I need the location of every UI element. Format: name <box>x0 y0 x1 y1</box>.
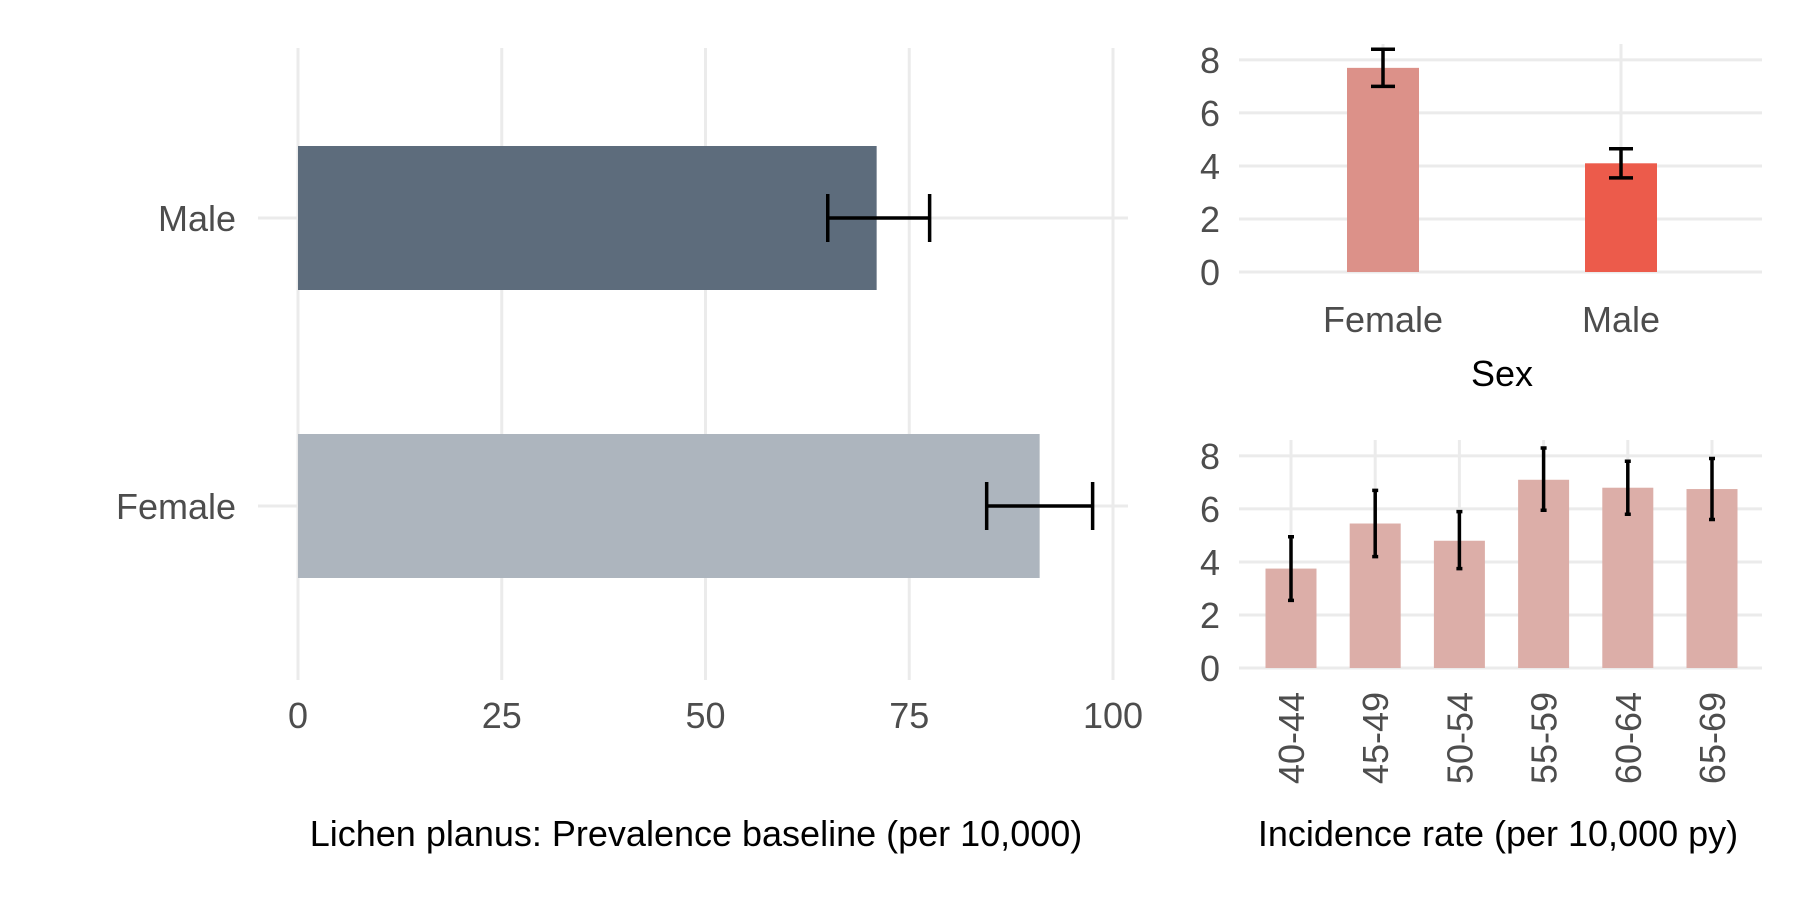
prevalence-x-tick-label: 0 <box>288 695 308 736</box>
sex-error-bar-female <box>1371 47 1395 89</box>
prevalence-bar-female <box>298 434 1040 578</box>
age-y-tick-label: 8 <box>1200 436 1220 477</box>
sex-bar-male <box>1585 163 1657 272</box>
prevalence-y-tick-label: Female <box>116 486 236 527</box>
sex-y-tick-label: 4 <box>1200 146 1220 187</box>
sex-y-tick-label: 0 <box>1200 252 1220 293</box>
prevalence-x-axis-title: Lichen planus: Prevalence baseline (per … <box>310 813 1083 854</box>
sex-error-bars <box>1371 47 1633 180</box>
prevalence-x-tick-label: 100 <box>1083 695 1143 736</box>
prevalence-chart: 0 25 50 75 100 Male Female Lichen planus: Pre… <box>116 48 1143 854</box>
sex-y-tick-label: 8 <box>1200 40 1220 81</box>
prevalence-x-tick-label: 75 <box>889 695 929 736</box>
sex-x-axis-title: Sex <box>1471 353 1533 394</box>
sex-x-tick-label: Male <box>1582 299 1660 340</box>
sex-bar-female <box>1347 67 1419 272</box>
age-y-tick-label: 2 <box>1200 595 1220 636</box>
age-bar-60-64 <box>1602 487 1654 668</box>
sex-bars <box>1347 67 1657 272</box>
prevalence-gridlines <box>258 48 1128 680</box>
age-error-bars <box>1288 446 1715 603</box>
age-x-tick-label: 50-54 <box>1439 692 1480 784</box>
prevalence-x-tick-label: 50 <box>685 695 725 736</box>
prevalence-error-bars <box>826 194 1095 530</box>
age-error-bar-50-54 <box>1456 509 1463 571</box>
age-x-tick-label: 60-64 <box>1608 692 1649 784</box>
prevalence-y-tick-label: Male <box>158 198 236 239</box>
sex-y-tick-label: 2 <box>1200 199 1220 240</box>
age-error-bar-55-59 <box>1540 446 1547 513</box>
prevalence-error-bar-female <box>984 482 1095 530</box>
age-x-axis-title: Incidence rate (per 10,000 py) <box>1258 813 1738 854</box>
age-x-tick-label: 65-69 <box>1692 692 1733 784</box>
incidence-by-sex-chart: Female Male 0 2 4 6 8 Sex <box>1200 40 1762 394</box>
age-y-tick-label: 6 <box>1200 489 1220 530</box>
sex-y-tick-labels: 0 2 4 6 8 <box>1200 40 1220 293</box>
age-error-bar-60-64 <box>1624 459 1631 516</box>
prevalence-x-tick-labels: 0 25 50 75 100 <box>288 695 1143 736</box>
age-error-bar-40-44 <box>1288 535 1294 603</box>
sex-x-tick-labels: Female Male <box>1323 299 1660 340</box>
age-error-bar-65-69 <box>1709 456 1715 522</box>
age-x-tick-labels: 40-44 45-49 50-54 55-59 60-64 65-69 <box>1271 692 1733 784</box>
prevalence-bars <box>298 146 1040 578</box>
sex-x-tick-label: Female <box>1323 299 1443 340</box>
prevalence-error-bar-male <box>826 194 932 242</box>
age-gridlines <box>1239 440 1762 670</box>
prevalence-x-tick-label: 25 <box>482 695 522 736</box>
age-y-tick-labels: 0 2 4 6 8 <box>1200 436 1220 689</box>
sex-y-tick-label: 6 <box>1200 93 1220 134</box>
age-y-tick-label: 4 <box>1200 542 1220 583</box>
prevalence-bar-male <box>298 146 877 290</box>
sex-gridlines <box>1239 44 1762 274</box>
incidence-by-age-chart: 40-44 45-49 50-54 55-59 60-64 65-69 0 2 4 6 8 Inc… <box>1200 436 1762 854</box>
age-error-bar-45-49 <box>1372 488 1379 559</box>
age-y-tick-label: 0 <box>1200 648 1220 689</box>
sex-error-bar-male <box>1609 146 1633 180</box>
age-x-tick-label: 55-59 <box>1524 692 1565 784</box>
prevalence-y-tick-labels: Male Female <box>116 198 236 527</box>
age-x-tick-label: 40-44 <box>1271 692 1312 784</box>
age-x-tick-label: 45-49 <box>1355 692 1396 784</box>
